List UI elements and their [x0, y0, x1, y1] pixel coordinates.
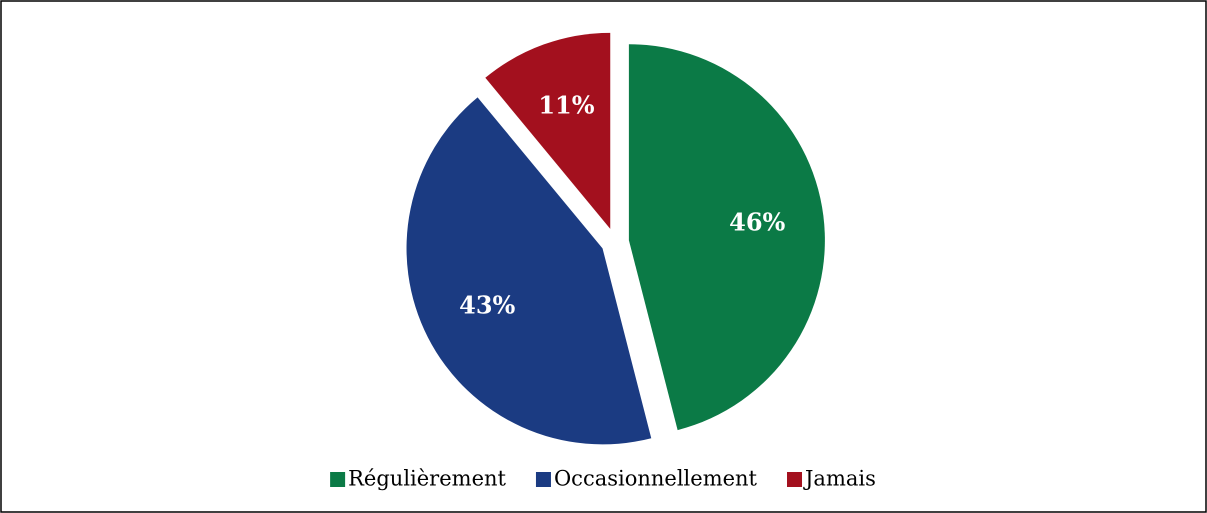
- legend: Régulièrement Occasionnellement Jamais: [330, 467, 876, 491]
- data-label: 46%: [729, 208, 785, 237]
- legend-label: Jamais: [803, 467, 876, 491]
- legend-label: Occasionnellement: [554, 467, 758, 491]
- data-label: 11%: [538, 91, 594, 120]
- legend-label: Régulièrement: [348, 467, 506, 491]
- pie-slice: [628, 44, 825, 431]
- data-label: 43%: [459, 291, 515, 320]
- legend-swatch: [787, 472, 803, 487]
- pie-slice: [485, 32, 611, 229]
- legend-swatch: [535, 472, 551, 487]
- pie-slice: [406, 97, 652, 445]
- legend-swatch: [330, 472, 346, 487]
